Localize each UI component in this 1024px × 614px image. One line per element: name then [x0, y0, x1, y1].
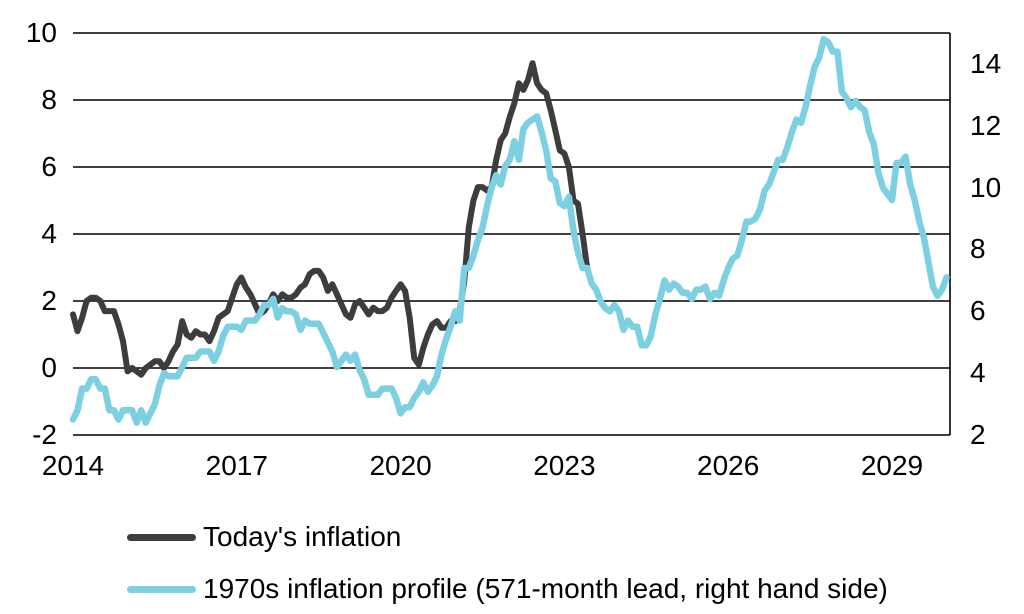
- left-axis-tick-label: 2: [41, 285, 57, 316]
- left-axis-tick-label: -2: [32, 419, 57, 450]
- left-axis-tick-label: 8: [41, 84, 57, 115]
- x-axis-tick-label: 2029: [860, 450, 924, 481]
- todays-inflation-line: [70, 60, 591, 378]
- left-axis-tick-label: 10: [25, 17, 57, 48]
- right-axis-tick-label: 14: [970, 47, 1002, 79]
- left-axis-tick-label: 4: [41, 218, 57, 249]
- x-axis-tick-label: 2026: [697, 450, 760, 481]
- legend-label-todays-inflation: Today's inflation: [203, 521, 402, 552]
- x-axis-tick-label: 2017: [205, 450, 268, 481]
- legend-item-todays-inflation: Today's inflation: [127, 522, 401, 552]
- left-axis-tick-label: 6: [41, 151, 57, 182]
- right-axis-tick-label: 6: [970, 295, 986, 327]
- todays-inflation-line-swatch: [127, 533, 196, 541]
- legend-label-1970s-profile: 1970s inflation profile (571-month lead,…: [203, 573, 888, 604]
- seventies-profile-line: [69, 35, 950, 426]
- x-axis-tick-label: 2014: [41, 450, 105, 481]
- x-axis-tick-label: 2020: [369, 450, 432, 481]
- left-axis-tick-label: 0: [41, 352, 57, 383]
- right-axis-tick-label: 2: [970, 419, 986, 450]
- legend-item-1970s-profile: 1970s inflation profile (571-month lead,…: [127, 574, 888, 604]
- right-axis-tick-label: 4: [970, 357, 986, 389]
- 1970s-profile-line-swatch: [127, 585, 196, 593]
- right-axis-tick-label: 10: [970, 171, 1002, 203]
- x-axis-tick-label: 2023: [533, 450, 596, 481]
- right-axis-tick-label: 12: [970, 109, 1002, 141]
- right-axis-tick-label: 8: [970, 233, 986, 265]
